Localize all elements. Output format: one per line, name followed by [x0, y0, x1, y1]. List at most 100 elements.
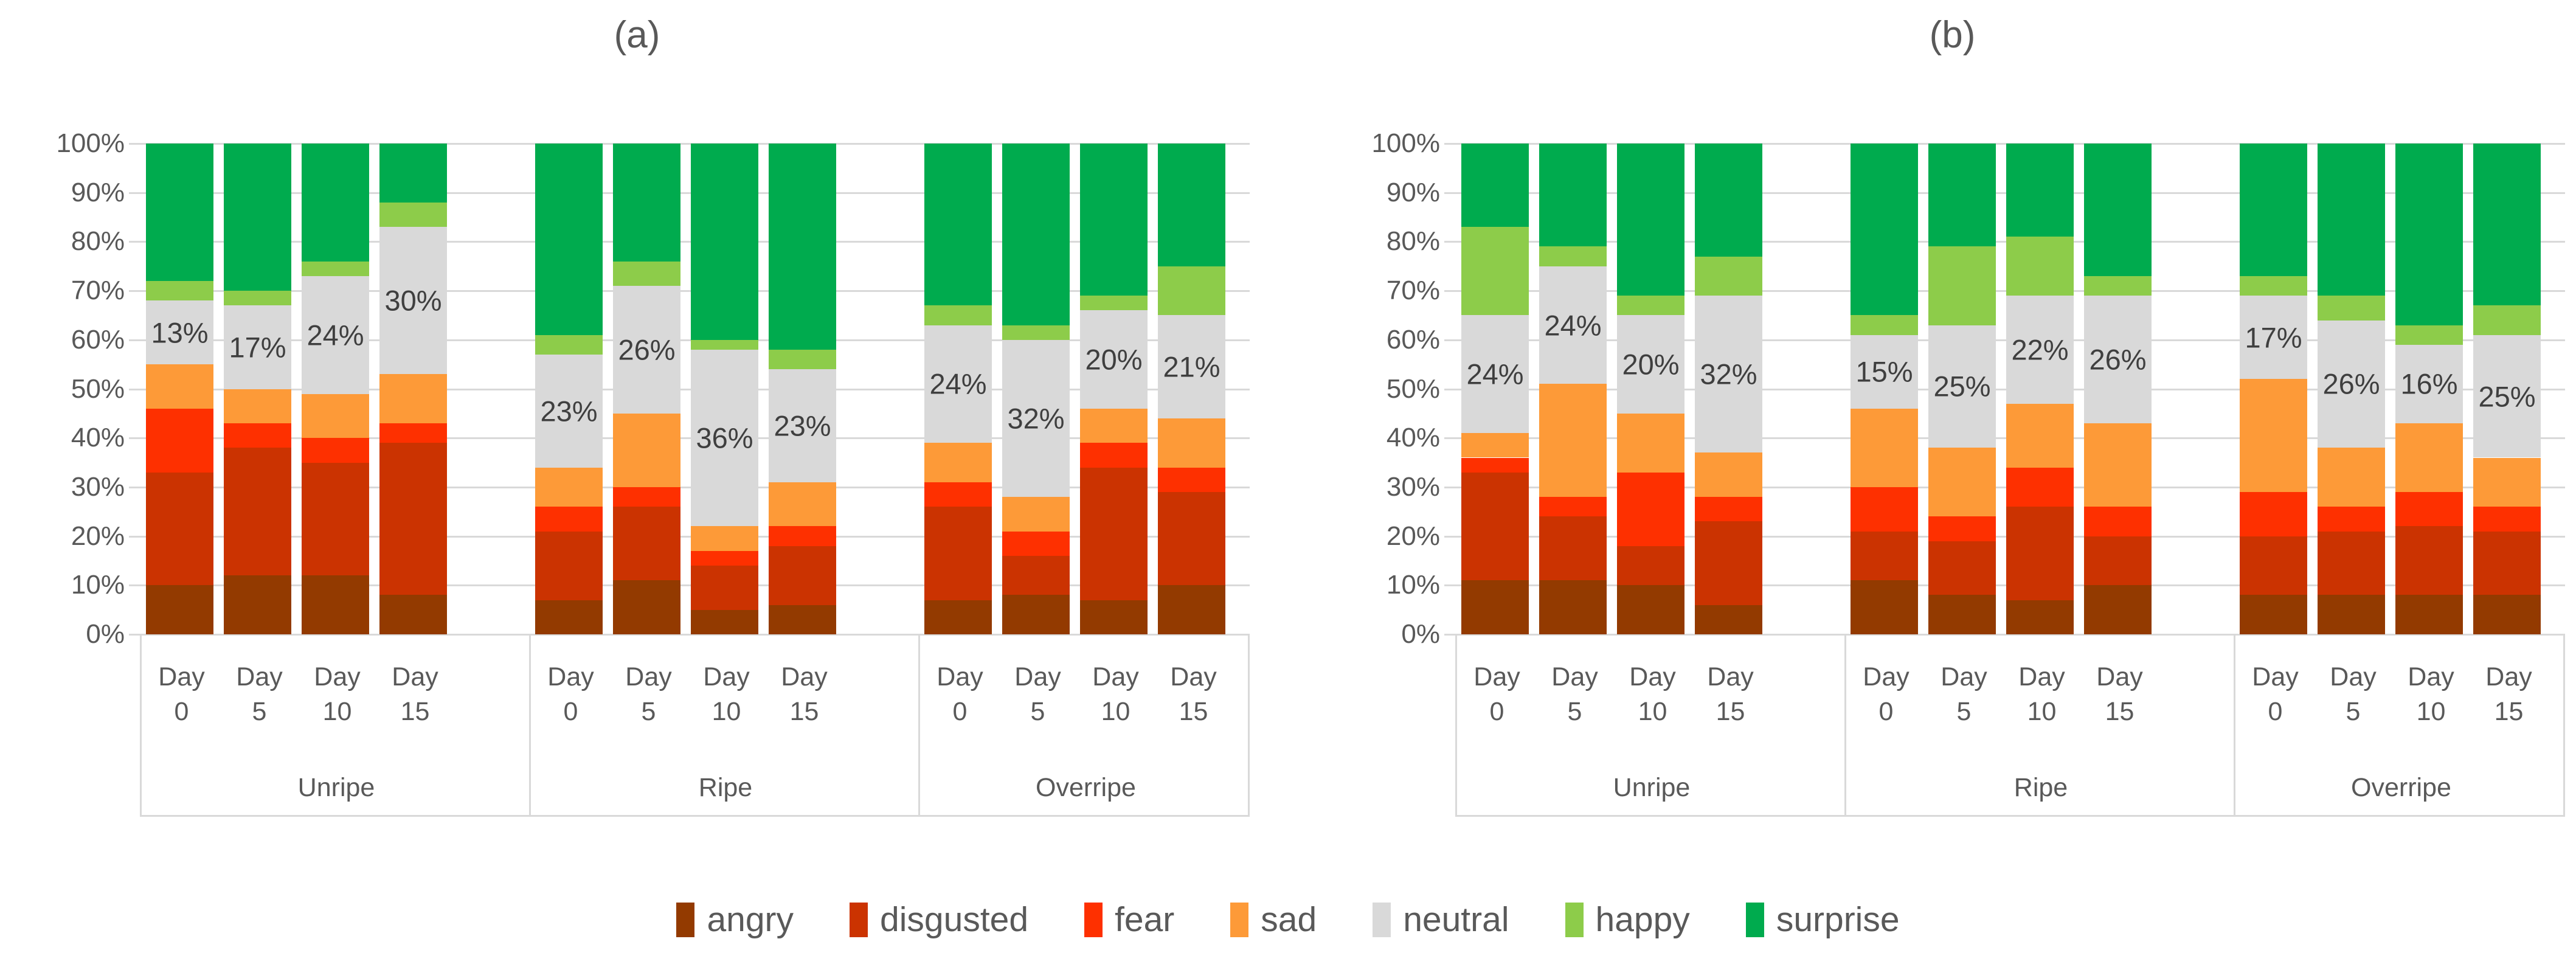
- segment-surprise: [1695, 144, 1762, 257]
- segment-happy: [1928, 246, 1996, 325]
- gridline: [129, 388, 1250, 390]
- segment-happy: [1851, 315, 1918, 335]
- stacked-bar: [613, 144, 680, 634]
- segment-disgusted: [1695, 521, 1762, 605]
- segment-neutral: [379, 227, 447, 375]
- segment-surprise: [146, 144, 213, 281]
- segment-happy: [302, 261, 369, 276]
- data-label-neutral: 32%: [1700, 358, 1757, 390]
- x-tick-day-number: 15: [2105, 696, 2135, 726]
- y-axis-tick-label: 10%: [71, 570, 125, 600]
- segment-sad: [1851, 408, 1918, 487]
- segment-sad: [1539, 384, 1607, 497]
- legend-label: surprise: [1776, 900, 1900, 939]
- y-axis-tick-label: 80%: [1386, 226, 1440, 257]
- segment-happy: [379, 202, 447, 227]
- segment-surprise: [769, 144, 836, 350]
- y-axis-tick-label: 40%: [1386, 423, 1440, 453]
- segment-disgusted: [2084, 536, 2152, 586]
- data-label-neutral: 20%: [1622, 348, 1680, 381]
- stacked-bar: [1539, 144, 1607, 634]
- segment-surprise: [691, 144, 758, 340]
- y-axis-tick-label: 90%: [71, 177, 125, 207]
- x-tick-day-word: Day: [1863, 662, 1909, 691]
- x-tick-day-word: Day: [625, 662, 672, 691]
- x-tick-day-word: Day: [1473, 662, 1520, 691]
- chart-panel-b: (b) 100% 90% 80% 70% 60% 50% 40% 30% 20% 10% 0% 24…: [1340, 0, 2565, 851]
- x-tick-day-number: 5: [641, 696, 656, 726]
- segment-angry: [2006, 600, 2074, 634]
- data-label-neutral: 17%: [2245, 321, 2302, 354]
- x-tick-day-number: 0: [952, 696, 968, 726]
- group-divider-line: [1844, 634, 1846, 815]
- data-label-neutral: 26%: [618, 333, 676, 366]
- segment-angry: [1695, 605, 1762, 634]
- data-label-neutral: 13%: [151, 316, 209, 349]
- segment-sad: [535, 467, 603, 507]
- segment-sad: [146, 364, 213, 409]
- segment-sad: [1158, 418, 1225, 468]
- stacked-bar: [2473, 144, 2541, 634]
- legend-item-neutral: neutral: [1373, 899, 1509, 940]
- segment-fear: [924, 482, 992, 507]
- segment-surprise: [224, 144, 291, 291]
- chart-panel-a: (a) 100% 90% 80% 70% 60% 50% 40% 30% 20% 10% 0% 13…: [24, 0, 1250, 851]
- segment-disgusted: [924, 507, 992, 600]
- group-divider-line: [529, 634, 531, 815]
- x-tick-day-number: 15: [1179, 696, 1208, 726]
- segment-fear: [2473, 507, 2541, 532]
- segment-disgusted: [146, 472, 213, 586]
- segment-sad: [2318, 448, 2385, 507]
- gridline: [129, 290, 1250, 293]
- segment-angry: [302, 575, 369, 634]
- segment-angry: [1080, 600, 1148, 634]
- x-tick-day: Day 0: [547, 660, 594, 729]
- gridline: [129, 584, 1250, 587]
- segment-angry: [2473, 595, 2541, 634]
- segment-surprise: [2006, 144, 2074, 237]
- y-axis-tick-label: 70%: [71, 276, 125, 306]
- data-label-neutral: 15%: [1855, 355, 1913, 388]
- chart-title-b: (b): [1929, 14, 1976, 56]
- x-tick-day-word: Day: [2096, 662, 2143, 691]
- legend-item-happy: happy: [1565, 899, 1690, 940]
- segment-angry: [1928, 595, 1996, 634]
- segment-surprise: [302, 144, 369, 262]
- segment-happy: [1695, 256, 1762, 296]
- segment-disgusted: [1617, 546, 1684, 586]
- x-tick-day-word: Day: [2252, 662, 2299, 691]
- data-label-neutral: 26%: [2322, 367, 2380, 400]
- segment-surprise: [1539, 144, 1607, 247]
- segment-happy: [1158, 266, 1225, 316]
- gridline: [1444, 388, 2565, 390]
- segment-disgusted: [1080, 467, 1148, 600]
- segment-sad: [1617, 413, 1684, 473]
- y-axis-tick-label: 50%: [71, 373, 125, 404]
- gridline: [1444, 143, 2565, 145]
- y-axis-tick-label: 60%: [71, 324, 125, 355]
- segment-happy: [224, 291, 291, 306]
- segment-fear: [1617, 472, 1684, 546]
- segment-surprise: [1928, 144, 1996, 247]
- x-group-label: Ripe: [2013, 773, 2068, 802]
- gridline: [129, 143, 1250, 145]
- gridline: [129, 486, 1250, 488]
- segment-neutral: [146, 300, 213, 365]
- x-tick-day: Day 10: [2018, 660, 2065, 729]
- segment-sad: [2473, 457, 2541, 507]
- segment-happy: [691, 339, 758, 350]
- legend-swatch-sad: [1230, 902, 1249, 937]
- legend-label: neutral: [1403, 900, 1509, 939]
- segment-disgusted: [1461, 472, 1529, 581]
- gridline: [129, 437, 1250, 440]
- x-tick-day: Day 0: [1863, 660, 1909, 729]
- x-tick-day-word: Day: [2485, 662, 2532, 691]
- gridline: [1444, 192, 2565, 194]
- segment-fear: [1851, 487, 1918, 532]
- stacked-bar: [535, 144, 603, 634]
- data-label-neutral: 24%: [1544, 309, 1602, 342]
- segment-surprise: [2240, 144, 2307, 276]
- x-tick-day-word: Day: [781, 662, 828, 691]
- segment-sad: [1461, 433, 1529, 458]
- x-tick-day: Day 10: [703, 660, 749, 729]
